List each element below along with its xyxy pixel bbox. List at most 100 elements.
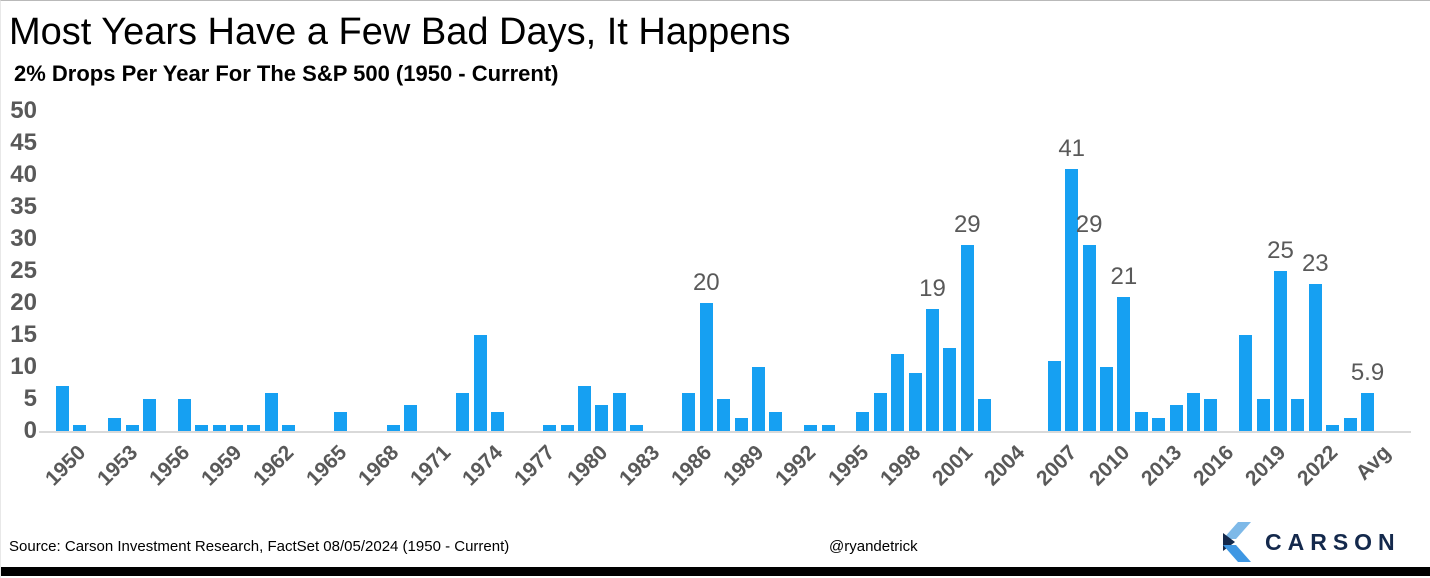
bar-1966 — [334, 411, 348, 431]
bar-value-label-2009: 29 — [1075, 211, 1103, 239]
bar-1996 — [856, 411, 870, 431]
bar-1973 — [456, 392, 470, 431]
bar-1982 — [612, 392, 626, 431]
x-axis-tick-label-1950: 1950 — [40, 441, 90, 491]
bar-value-label-2002: 29 — [953, 211, 981, 239]
bar-2011 — [1117, 296, 1131, 431]
x-axis-tick-label-1968: 1968 — [353, 441, 403, 491]
chart-title: Most Years Have a Few Bad Days, It Happe… — [9, 11, 791, 53]
bar-1989 — [734, 418, 748, 431]
x-axis-tick-label-1959: 1959 — [197, 441, 247, 491]
bar-2020 — [1274, 271, 1287, 431]
bar-1997 — [873, 392, 887, 431]
y-axis-tick-label: 0 — [23, 417, 37, 444]
x-axis-tick-label-1992: 1992 — [771, 441, 821, 491]
bar-1970 — [404, 405, 417, 431]
x-axis-tick-label-1983: 1983 — [614, 441, 664, 491]
bar-Avg — [1361, 393, 1374, 431]
bar-1954 — [125, 424, 139, 431]
bar-2019 — [1256, 399, 1270, 431]
bar-1959 — [212, 424, 226, 431]
bar-2000 — [926, 309, 939, 431]
bar-2001 — [943, 347, 957, 431]
y-axis-tick-label: 5 — [23, 385, 37, 412]
bar-1987 — [699, 303, 713, 431]
bar-1998 — [891, 354, 905, 431]
bar-1994 — [821, 424, 835, 431]
x-axis-tick-label-2010: 2010 — [1084, 441, 1134, 491]
x-axis-tick-label-1962: 1962 — [249, 441, 299, 491]
x-axis-tick-label-2016: 2016 — [1188, 441, 1239, 491]
bar-1990 — [752, 367, 765, 431]
source-text: Source: Carson Investment Research, Fact… — [9, 538, 510, 555]
bar-1958 — [195, 424, 209, 431]
bar-2021 — [1291, 399, 1305, 431]
x-axis-tick-label-2019: 2019 — [1241, 441, 1291, 491]
bar-2018 — [1239, 335, 1253, 431]
x-axis-tick-label-1986: 1986 — [666, 441, 717, 491]
bar-2024 — [1343, 418, 1357, 431]
bar-1962 — [264, 392, 278, 431]
y-axis-tick-label: 45 — [10, 129, 37, 156]
bar-2007 — [1047, 360, 1061, 431]
bar-value-label-1987: 20 — [692, 269, 720, 296]
y-axis-tick-label: 50 — [10, 97, 37, 124]
bar-1980 — [578, 386, 591, 431]
x-axis-tick-label-2001: 2001 — [927, 441, 978, 491]
bar-2010 — [1100, 367, 1113, 431]
x-axis-tick-label-Avg: Avg — [1350, 441, 1395, 485]
bar-value-label-2020: 25 — [1267, 237, 1294, 264]
bar-2016 — [1204, 399, 1218, 431]
twitter-handle: @ryandetrick — [829, 538, 918, 555]
bar-2012 — [1134, 411, 1148, 431]
bar-1991 — [769, 411, 783, 431]
bar-1955 — [143, 399, 156, 431]
bar-1963 — [282, 424, 296, 431]
x-axis-tick-label-1965: 1965 — [301, 441, 351, 491]
carson-logo: CARSON — [1223, 522, 1401, 562]
bar-value-label-Avg: 5.9 — [1350, 359, 1385, 387]
bar-1983 — [630, 424, 644, 431]
x-axis-tick-label-1995: 1995 — [823, 441, 873, 491]
bar-2023 — [1326, 424, 1340, 431]
bar-value-label-2011: 21 — [1110, 262, 1138, 290]
x-axis-tick-label-2007: 2007 — [1032, 441, 1082, 491]
bar-1974 — [473, 335, 487, 431]
x-axis-line — [39, 431, 1411, 433]
x-axis-tick-label-1977: 1977 — [510, 441, 560, 491]
bar-1988 — [717, 399, 731, 431]
y-axis-tick-label: 30 — [10, 225, 37, 252]
bar-2002 — [960, 245, 974, 431]
x-axis-tick-label-1998: 1998 — [875, 441, 925, 491]
y-axis-tick-label: 15 — [10, 321, 37, 348]
x-axis-tick-label-1953: 1953 — [92, 441, 142, 491]
carson-logo-icon — [1223, 522, 1251, 562]
bar-1951 — [73, 424, 87, 431]
carson-logo-text: CARSON — [1265, 529, 1401, 555]
x-axis-tick-label-1989: 1989 — [719, 441, 769, 491]
bar-1950 — [56, 386, 69, 431]
bar-1953 — [108, 418, 122, 431]
bottom-black-bar — [1, 567, 1430, 576]
bar-1993 — [804, 424, 818, 431]
bar-1969 — [386, 424, 400, 431]
y-axis-tick-label: 10 — [10, 353, 37, 380]
x-axis-tick-label-2004: 2004 — [980, 441, 1030, 491]
bar-1957 — [177, 399, 191, 431]
bar-1975 — [491, 411, 504, 431]
x-axis-tick-label-1971: 1971 — [405, 441, 456, 491]
bar-value-label-2000: 19 — [919, 275, 946, 303]
bar-2015 — [1187, 392, 1200, 431]
bar-1960 — [230, 424, 243, 431]
bar-2022 — [1308, 283, 1322, 431]
bar-1961 — [247, 424, 261, 431]
bar-2008 — [1065, 168, 1079, 431]
bar-value-label-2008: 41 — [1058, 134, 1086, 162]
y-axis-tick-label: 40 — [10, 161, 37, 188]
bar-value-label-2022: 23 — [1301, 249, 1329, 277]
bar-1981 — [595, 405, 609, 431]
x-axis-tick-label-2013: 2013 — [1136, 441, 1186, 491]
bar-2003 — [978, 399, 992, 431]
